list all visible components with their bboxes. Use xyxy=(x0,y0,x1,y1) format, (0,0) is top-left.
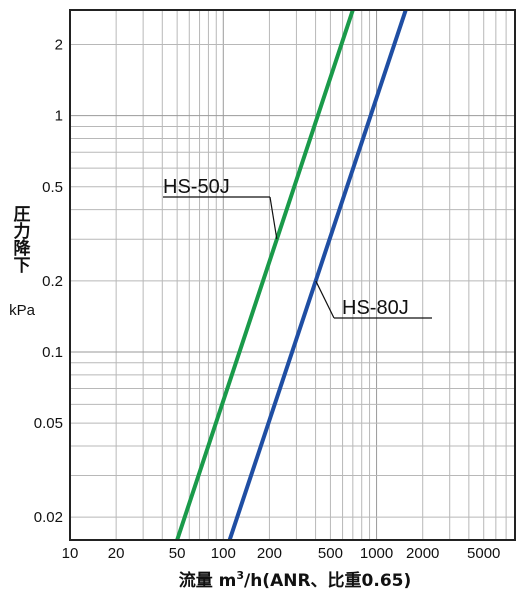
callout-label-hs-50j: HS-50J xyxy=(163,176,230,198)
x-tick-label: 50 xyxy=(169,545,186,562)
y-tick-label: 0.5 xyxy=(42,179,63,196)
y-axis-label: 圧力降下 xyxy=(14,205,32,276)
y-axis-unit: kPa xyxy=(9,302,36,319)
y-axis-label-char: 圧 xyxy=(14,205,31,225)
callout-leader-hs-80j xyxy=(315,280,335,319)
callout-leader-hs-50j xyxy=(269,196,278,240)
x-axis-label-tail: /h(ANR、比重0.65) xyxy=(244,570,411,591)
x-tick-label: 5000 xyxy=(467,545,500,562)
y-axis-label-char: 力 xyxy=(14,221,31,242)
y-axis-label-char: 降 xyxy=(14,238,32,259)
series-line-hs-80j xyxy=(227,9,408,541)
y-tick-labels: 0.02 0.05 0.1 0.2 0.5 1 2 xyxy=(34,37,63,527)
series-line-hs-50j xyxy=(175,9,355,541)
x-tick-label: 1000 xyxy=(360,545,393,562)
y-tick-label: 0.2 xyxy=(42,273,63,290)
x-axis-label: 流量 m3/h(ANR、比重0.65) xyxy=(179,569,412,591)
series-lines xyxy=(175,9,408,541)
svg-text:圧力降下: 圧力降下 xyxy=(14,205,32,276)
x-tick-label: 2000 xyxy=(406,545,439,562)
x-tick-label: 10 xyxy=(62,545,79,562)
y-tick-label: 0.1 xyxy=(42,344,63,361)
plot-frame xyxy=(69,9,516,541)
y-tick-label: 1 xyxy=(55,108,63,125)
x-axis-label-sup: 3 xyxy=(236,569,244,582)
x-tick-label: 100 xyxy=(211,545,236,562)
x-tick-label: 200 xyxy=(257,545,282,562)
y-axis-label-char: 下 xyxy=(14,256,31,276)
y-tick-label: 2 xyxy=(55,37,63,54)
x-tick-labels: 10 20 50 100 200 500 1000 2000 5000 xyxy=(62,545,501,562)
callouts: HS-50J HS-80J xyxy=(163,176,432,319)
y-tick-label: 0.05 xyxy=(34,415,63,432)
callout-label-hs-80j: HS-80J xyxy=(342,297,409,319)
x-tick-label: 20 xyxy=(108,545,125,562)
x-tick-label: 500 xyxy=(318,545,343,562)
y-tick-label: 0.02 xyxy=(34,509,63,526)
x-axis-label-main: 流量 m xyxy=(179,570,237,591)
grid xyxy=(69,10,516,540)
